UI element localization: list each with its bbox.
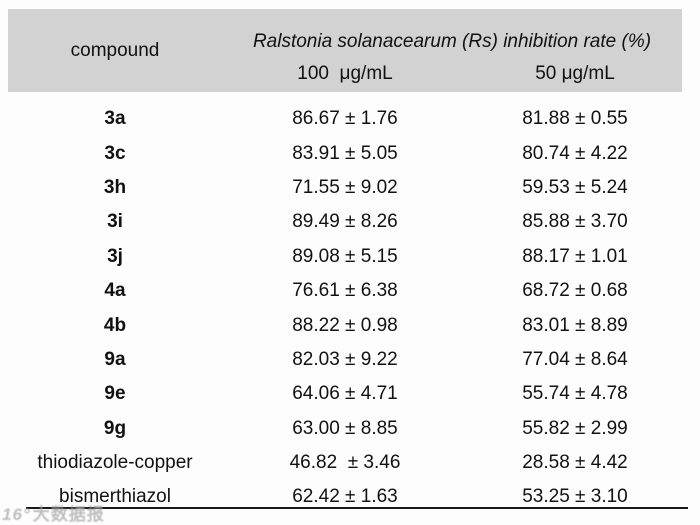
- value-100-cell: 76.61 ± 6.38: [292, 280, 398, 302]
- value-50-cell: 68.72 ± 0.68: [522, 280, 628, 302]
- table-row: 3j 89.08 ± 5.15 88.17 ± 1.01: [8, 240, 682, 274]
- header-span-title: Ralstonia solanacearum (Rs) inhibition r…: [252, 31, 652, 52]
- value-50-cell: 77.04 ± 8.64: [522, 348, 628, 370]
- value-100-cell: 63.00 ± 8.85: [292, 417, 398, 439]
- table-body: 3a 86.67 ± 1.76 81.88 ± 0.55 3c 83.91 ± …: [8, 102, 682, 515]
- table-row: 3h 71.55 ± 9.02 59.53 ± 5.24: [8, 171, 682, 205]
- value-50-cell: 85.88 ± 3.70: [522, 211, 628, 233]
- value-50-cell: 28.58 ± 4.42: [522, 452, 628, 474]
- header-compound-label: compound: [70, 39, 160, 61]
- compound-cell: 9a: [104, 348, 126, 370]
- value-50-cell: 81.88 ± 0.55: [522, 108, 628, 130]
- compound-cell: 3a: [104, 108, 126, 130]
- compound-cell: 9e: [104, 383, 126, 405]
- table-row: 4b 88.22 ± 0.98 83.01 ± 8.89: [8, 308, 682, 342]
- watermark: 16° 大数据报: [2, 500, 105, 525]
- value-50-cell: 55.82 ± 2.99: [522, 417, 628, 439]
- compound-cell: 3h: [103, 176, 127, 198]
- value-50-cell: 83.01 ± 8.89: [522, 314, 628, 336]
- table-header: compound Ralstonia solanacearum (Rs) inh…: [8, 9, 682, 92]
- value-100-cell: 82.03 ± 9.22: [292, 348, 398, 370]
- value-100-cell: 64.06 ± 4.71: [292, 383, 398, 405]
- value-50-cell: 53.25 ± 3.10: [522, 486, 628, 508]
- compound-cell: 4a: [104, 280, 126, 302]
- table-row: 9e 64.06 ± 4.71 55.74 ± 4.78: [8, 377, 682, 411]
- value-50-cell: 80.74 ± 4.22: [522, 142, 628, 164]
- header-col-50ugml: 50 μg/mL: [535, 62, 615, 84]
- table-row: 3a 86.67 ± 1.76 81.88 ± 0.55: [8, 102, 682, 136]
- compound-cell: 4b: [103, 314, 127, 336]
- compound-cell: 3i: [107, 211, 123, 233]
- watermark-text: 大数据报: [32, 505, 105, 524]
- table-row: bismerthiazol 62.42 ± 1.63 53.25 ± 3.10: [8, 480, 682, 514]
- compound-cell: thiodiazole-copper: [37, 452, 193, 474]
- value-100-cell: 89.08 ± 5.15: [292, 245, 398, 267]
- table-bottom-border: [26, 507, 688, 509]
- table-row: 3i 89.49 ± 8.26 85.88 ± 3.70: [8, 205, 682, 239]
- header-col-100ugml: 100 μg/mL: [297, 62, 393, 84]
- value-100-cell: 62.42 ± 1.63: [292, 486, 398, 508]
- value-50-cell: 88.17 ± 1.01: [522, 245, 628, 267]
- value-100-cell: 46.82 ± 3.46: [289, 452, 401, 474]
- value-100-cell: 86.67 ± 1.76: [292, 108, 398, 130]
- watermark-logo: 16°: [2, 505, 31, 524]
- value-50-cell: 55.74 ± 4.78: [522, 383, 628, 405]
- table-row: thiodiazole-copper 46.82 ± 3.46 28.58 ± …: [8, 446, 682, 480]
- value-100-cell: 88.22 ± 0.98: [292, 314, 398, 336]
- table-row: 9a 82.03 ± 9.22 77.04 ± 8.64: [8, 343, 682, 377]
- table-row: 9g 63.00 ± 8.85 55.82 ± 2.99: [8, 412, 682, 446]
- table-row: 3c 83.91 ± 5.05 80.74 ± 4.22: [8, 136, 682, 170]
- compound-cell: 9g: [103, 417, 127, 439]
- header-subrow: 100 μg/mL 50 μg/mL: [222, 55, 682, 92]
- compound-cell: 3c: [104, 142, 126, 164]
- value-100-cell: 83.91 ± 5.05: [292, 142, 398, 164]
- value-100-cell: 89.49 ± 8.26: [292, 211, 398, 233]
- header-right-section: Ralstonia solanacearum (Rs) inhibition r…: [222, 9, 682, 92]
- value-100-cell: 71.55 ± 9.02: [292, 176, 398, 198]
- compound-cell: bismerthiazol: [59, 486, 171, 508]
- compound-cell: 3j: [107, 245, 123, 267]
- value-50-cell: 59.53 ± 5.24: [522, 176, 628, 198]
- table-row: 4a 76.61 ± 6.38 68.72 ± 0.68: [8, 274, 682, 308]
